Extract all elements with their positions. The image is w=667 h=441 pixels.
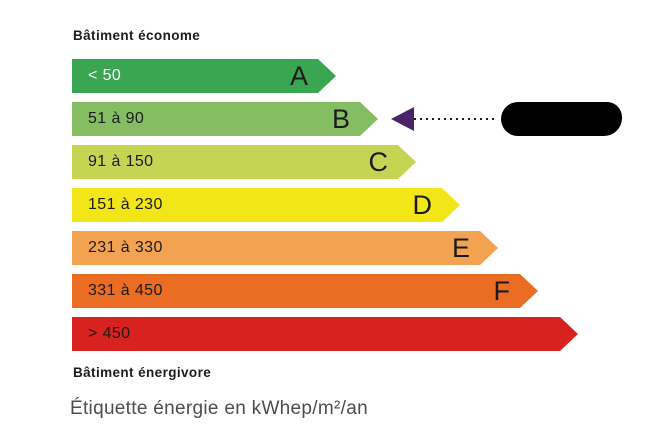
energy-bar-a: < 50 A bbox=[72, 59, 318, 93]
class-letter-f: F bbox=[493, 276, 511, 306]
chart-caption: Étiquette énergie en kWhep/m²/an bbox=[70, 398, 368, 419]
dotted-connector bbox=[414, 118, 498, 120]
energy-class-bars: < 50 A 51 à 90 B 91 à 150 C bbox=[72, 59, 667, 351]
class-letter-e: E bbox=[451, 233, 470, 263]
energy-class-row-c: 91 à 150 C bbox=[72, 145, 667, 179]
range-label-b: 51 à 90 bbox=[88, 110, 145, 127]
energy-bar-c: 91 à 150 C bbox=[72, 145, 398, 179]
bar-arrow-tip-c bbox=[398, 145, 416, 179]
energy-bar-d: 151 à 230 D bbox=[72, 188, 442, 222]
redacted-value-blob bbox=[501, 102, 622, 136]
range-label-c: 91 à 150 bbox=[88, 153, 154, 170]
bar-arrow-tip-f bbox=[520, 274, 538, 308]
bar-arrow-tip-a bbox=[318, 59, 336, 93]
class-letter-c: C bbox=[368, 147, 389, 177]
left-arrow-icon bbox=[391, 107, 414, 131]
energy-bar-e: 231 à 330 E bbox=[72, 231, 480, 265]
bar-arrow-tip-d bbox=[442, 188, 460, 222]
range-label-d: 151 à 230 bbox=[88, 196, 163, 213]
class-letter-d: D bbox=[412, 190, 433, 220]
energy-class-row-g: > 450 bbox=[72, 317, 667, 351]
energy-bar-b: 51 à 90 B bbox=[72, 102, 360, 136]
range-label-f: 331 à 450 bbox=[88, 282, 163, 299]
bar-arrow-tip-g bbox=[560, 317, 578, 351]
energy-bar-g: > 450 bbox=[72, 317, 560, 351]
energy-class-row-d: 151 à 230 D bbox=[72, 188, 667, 222]
energy-class-row-f: 331 à 450 F bbox=[72, 274, 667, 308]
bar-arrow-tip-b bbox=[360, 102, 378, 136]
range-label-a: < 50 bbox=[88, 67, 122, 84]
range-label-e: 231 à 330 bbox=[88, 239, 163, 256]
energy-class-row-b: 51 à 90 B bbox=[72, 102, 667, 136]
class-letter-b: B bbox=[331, 104, 350, 134]
economical-building-label: Bâtiment économe bbox=[73, 28, 201, 43]
energy-class-row-e: 231 à 330 E bbox=[72, 231, 667, 265]
energy-intensive-building-label: Bâtiment énergivore bbox=[73, 365, 212, 380]
class-letter-a: A bbox=[289, 61, 308, 91]
energy-bar-f: 331 à 450 F bbox=[72, 274, 520, 308]
bar-arrow-tip-e bbox=[480, 231, 498, 265]
range-label-g: > 450 bbox=[88, 325, 131, 342]
energy-class-row-a: < 50 A bbox=[72, 59, 667, 93]
current-class-marker bbox=[378, 102, 622, 136]
